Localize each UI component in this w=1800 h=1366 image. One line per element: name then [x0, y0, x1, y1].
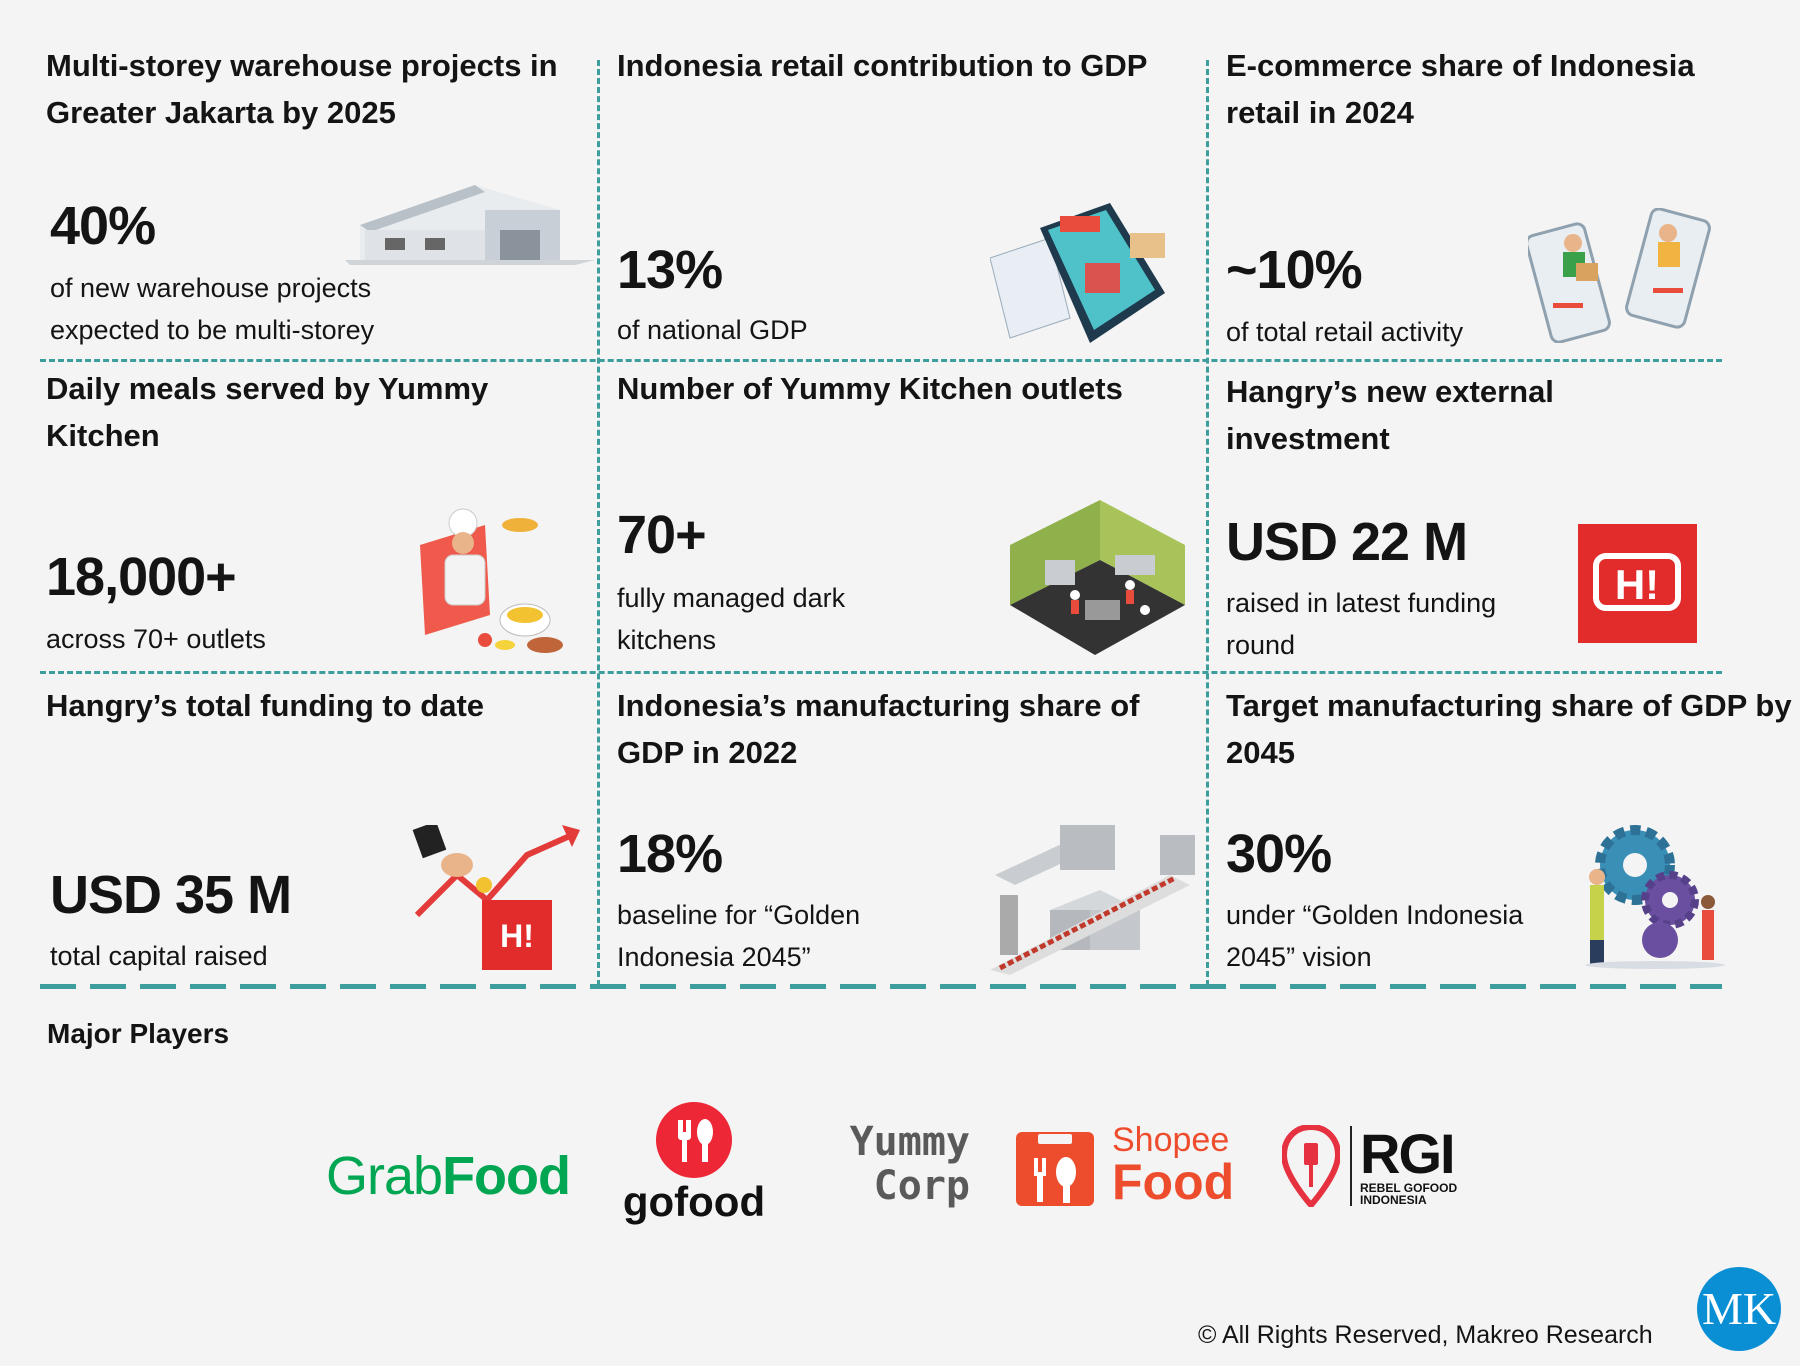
- stat-value: USD 22 M: [1226, 512, 1468, 572]
- rgi-logo: RGI REBEL GOFOOD INDONESIA: [1282, 1125, 1457, 1207]
- shopeefood-logo-part2: Food: [1112, 1154, 1235, 1210]
- svg-text:H!: H!: [1615, 561, 1659, 608]
- gofood-cutlery-icon: [656, 1102, 732, 1178]
- stat-value: 70+: [617, 505, 707, 565]
- stat-value: 40%: [50, 196, 156, 256]
- column-divider: [1206, 60, 1209, 986]
- stat-title: Hangry’s total funding to date: [46, 688, 485, 723]
- stat-value: USD 35 M: [50, 865, 292, 925]
- stat-description: raised in latest funding round: [1226, 588, 1497, 660]
- stat-value: 18%: [617, 824, 723, 884]
- makreo-logo: MK: [1697, 1267, 1781, 1351]
- kitchen-icon: [1010, 500, 1185, 655]
- phone-delivery-icon: [1528, 208, 1711, 343]
- stat-title: Multi-storey warehouse projects in Great…: [46, 48, 558, 130]
- grabfood-logo: GrabFood: [326, 1145, 571, 1207]
- stat-description: of national GDP: [617, 315, 808, 345]
- rgi-logo-part3: INDONESIA: [1360, 1193, 1427, 1207]
- stat-value: 30%: [1226, 824, 1332, 884]
- stat-description: of new warehouse projects expected to be…: [50, 273, 375, 345]
- stat-title: Hangry’s new external investment: [1226, 374, 1554, 456]
- factory-icon: [990, 825, 1195, 975]
- yummy-corp-logo-part2: Corp: [873, 1163, 970, 1209]
- gears-icon: [1585, 825, 1725, 969]
- grabfood-logo-part1: Grab: [326, 1146, 443, 1206]
- stat-value: ~10%: [1226, 240, 1363, 300]
- online-shop-icon: [990, 203, 1165, 343]
- copyright-text: © All Rights Reserved, Makreo Research: [1198, 1321, 1653, 1349]
- funding-growth-icon: H!: [412, 825, 580, 970]
- shopee-bag-icon: [1016, 1132, 1094, 1206]
- stat-value: 18,000+: [46, 547, 237, 607]
- shopeefood-logo-part1: Shopee: [1112, 1121, 1230, 1159]
- stat-value: 13%: [617, 240, 723, 300]
- stat-title: Number of Yummy Kitchen outlets: [617, 371, 1123, 406]
- warehouse-icon: [345, 185, 595, 265]
- major-players-heading: Major Players: [47, 1018, 230, 1049]
- shopeefood-logo: Shopee Food: [1016, 1123, 1234, 1207]
- stat-title: Daily meals served by Yummy Kitchen: [46, 371, 489, 453]
- section-divider: [40, 984, 1722, 989]
- stat-description: of total retail activity: [1226, 317, 1464, 347]
- stat-title: E-commerce share of Indonesia retail in …: [1226, 48, 1695, 130]
- stat-description: fully managed dark kitchens: [617, 583, 846, 655]
- grabfood-logo-part2: Food: [442, 1146, 571, 1206]
- stat-description: under “Golden Indonesia 2045” vision: [1226, 900, 1524, 972]
- rgi-logo-part2: REBEL GOFOOD: [1360, 1181, 1458, 1195]
- makreo-logo-text: MK: [1701, 1283, 1777, 1334]
- row-divider: [40, 671, 1722, 674]
- stat-description: baseline for “Golden Indonesia 2045”: [617, 900, 861, 972]
- gofood-logo-text: gofood: [622, 1178, 766, 1225]
- rgi-logo-part1: RGI: [1360, 1122, 1456, 1185]
- yummy-corp-logo-part1: Yummy: [849, 1119, 970, 1165]
- rgi-pin-icon: [1282, 1125, 1340, 1207]
- stat-title: Target manufacturing share of GDP by 204…: [1226, 688, 1792, 770]
- column-divider: [597, 60, 600, 986]
- stat-description: across 70+ outlets: [46, 624, 266, 654]
- gofood-logo: gofood: [614, 1100, 774, 1224]
- hangry-logo-icon: H!: [1578, 524, 1697, 643]
- stat-title: Indonesia’s manufacturing share of GDP i…: [617, 688, 1140, 770]
- stat-description: total capital raised: [50, 941, 268, 971]
- stat-title: Indonesia retail contribution to GDP: [617, 48, 1148, 83]
- yummy-corp-logo: Yummy Corp: [815, 1120, 970, 1208]
- row-divider: [40, 359, 1722, 362]
- chef-icon: [420, 508, 563, 653]
- svg-text:H!: H!: [500, 918, 534, 954]
